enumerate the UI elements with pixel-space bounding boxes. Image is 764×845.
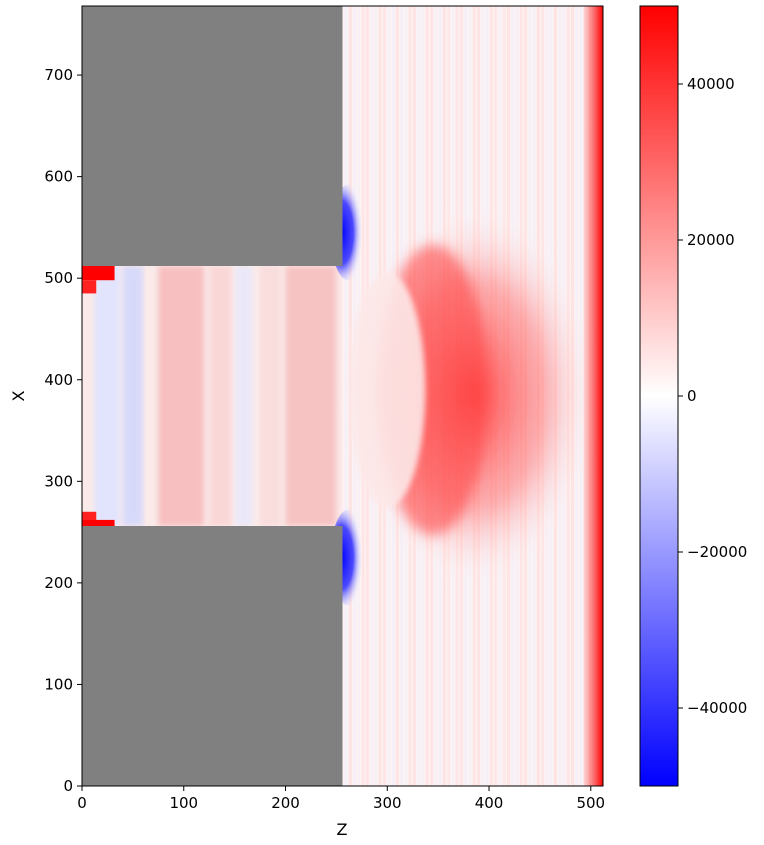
channel-band xyxy=(260,266,281,526)
channel-band xyxy=(94,266,121,526)
x-tick-label: 200 xyxy=(271,794,300,812)
channel-band xyxy=(234,266,253,526)
corner-hotspot-bottom xyxy=(82,519,115,526)
y-tick-label: 700 xyxy=(44,66,73,84)
x-axis: 0 100 200 300 400 500 xyxy=(77,786,605,812)
field-streak xyxy=(344,6,348,786)
colorbar-tick-label: −40000 xyxy=(687,699,747,717)
colorbar-tick-label: 0 xyxy=(687,387,697,405)
channel-band xyxy=(285,266,337,526)
y-axis-label: X xyxy=(9,390,28,401)
colorbar-axis: −40000 −20000 0 20000 40000 xyxy=(678,75,747,717)
channel-band xyxy=(209,266,232,526)
x-tick-label: 500 xyxy=(576,794,605,812)
corner-hotspot-top xyxy=(82,266,115,281)
x-tick-label: 400 xyxy=(475,794,504,812)
y-axis: 0 100 200 300 400 500 600 700 xyxy=(44,66,82,795)
x-tick-label: 100 xyxy=(169,794,198,812)
x-tick-label: 0 xyxy=(77,794,87,812)
y-tick-label: 100 xyxy=(44,675,73,693)
y-tick-label: 300 xyxy=(44,472,73,490)
corner-hotspot-top-inner xyxy=(82,280,97,294)
y-tick-label: 500 xyxy=(44,269,73,287)
colorbar xyxy=(639,5,679,787)
x-axis-label: Z xyxy=(337,820,348,839)
y-tick-label: 400 xyxy=(44,371,73,389)
channel-band xyxy=(158,266,205,526)
colorbar-tick-label: 40000 xyxy=(687,75,735,93)
colorbar-tick-label: −20000 xyxy=(687,543,747,561)
y-tick-label: 200 xyxy=(44,574,73,592)
masked-region-1 xyxy=(82,6,343,266)
plot-frame xyxy=(81,5,604,787)
masked-region-2 xyxy=(82,526,343,786)
masked-regions xyxy=(82,6,343,786)
channel-exit-zone xyxy=(349,271,426,508)
positive-edge xyxy=(582,6,603,786)
colorbar-tick-label: 20000 xyxy=(687,231,735,249)
channel-band xyxy=(122,266,144,526)
x-tick-label: 300 xyxy=(373,794,402,812)
y-tick-label: 600 xyxy=(44,168,73,186)
y-tick-label: 0 xyxy=(63,777,73,795)
